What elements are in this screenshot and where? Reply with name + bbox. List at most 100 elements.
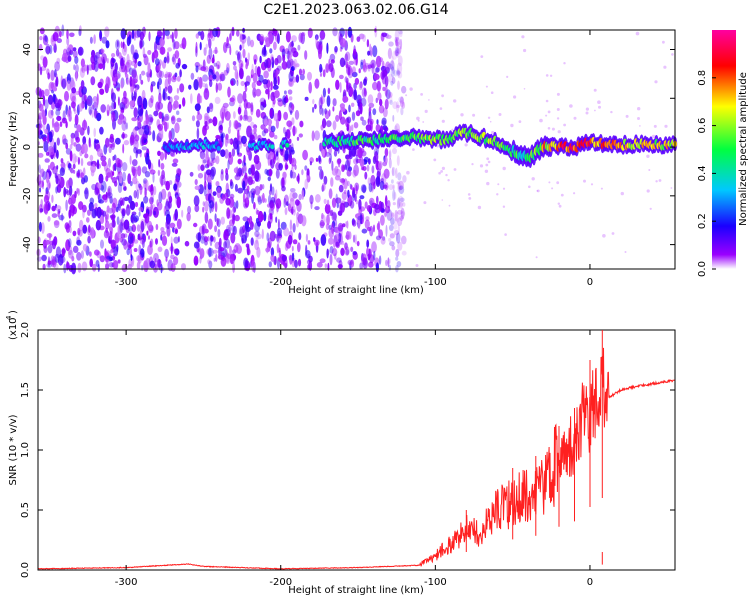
spectrogram-cell bbox=[346, 220, 349, 229]
spectrogram-cell bbox=[136, 261, 141, 270]
spectrogram-cell bbox=[321, 148, 325, 157]
spectrogram-cell bbox=[277, 257, 283, 262]
spectrogram-cell bbox=[226, 252, 230, 263]
spectrogram-cell bbox=[55, 109, 61, 116]
spectrogram-cell bbox=[42, 136, 47, 142]
spectrogram-cell bbox=[91, 104, 95, 110]
spectrogram-cell bbox=[291, 47, 297, 54]
spectrogram-cell bbox=[81, 177, 86, 185]
spectrogram-cell bbox=[275, 168, 280, 179]
spectrogram-cell bbox=[271, 56, 275, 69]
spectrogram-cell bbox=[314, 103, 317, 110]
spectrogram-cell bbox=[48, 232, 52, 242]
spectrogram-cell bbox=[397, 70, 400, 78]
spectrogram-cell bbox=[375, 235, 382, 241]
spectrogram-cell bbox=[311, 130, 315, 142]
spectrogram-cell bbox=[244, 229, 248, 242]
spectrogram-cell bbox=[190, 72, 195, 80]
spectrogram-cell bbox=[340, 38, 347, 48]
spectrogram-cell bbox=[111, 212, 116, 223]
spectrogram-cell bbox=[380, 214, 385, 226]
spectrogram-cell bbox=[451, 128, 454, 131]
spectrogram-cell bbox=[84, 187, 89, 200]
spectrogram-cell bbox=[164, 180, 168, 186]
spectrogram-cell bbox=[223, 241, 227, 249]
spectrogram-cell bbox=[274, 30, 280, 42]
spectrogram-cell bbox=[484, 169, 489, 173]
spectrogram-cell bbox=[319, 30, 326, 40]
spectrogram-cell bbox=[285, 31, 291, 43]
spectrogram-cell bbox=[107, 157, 112, 168]
spectrogram-cell bbox=[137, 117, 142, 128]
spectrogram-cell bbox=[502, 187, 506, 190]
spectrogram-cell bbox=[158, 258, 161, 271]
spectrogram-cell bbox=[335, 114, 340, 122]
spectrogram-cell bbox=[391, 166, 396, 177]
spectrogram-cell bbox=[602, 234, 606, 238]
spectrogram-cell bbox=[299, 73, 305, 81]
spectrogram-cell bbox=[376, 119, 379, 125]
spectrogram-cell bbox=[123, 140, 130, 146]
spectrogram-cell bbox=[378, 160, 383, 170]
spectrogram-cell bbox=[276, 243, 280, 254]
spectrogram-cell bbox=[141, 146, 148, 151]
spectrogram-cell bbox=[149, 169, 156, 175]
spectrogram-cell bbox=[321, 182, 326, 192]
spectrogram-cell bbox=[236, 143, 240, 156]
spectrogram-cell bbox=[155, 223, 159, 231]
spectrogram-cell bbox=[47, 260, 52, 265]
spectrogram-cell bbox=[212, 116, 218, 127]
spectrogram-cell bbox=[226, 62, 230, 74]
spectrogram-cell bbox=[144, 212, 150, 224]
spectrogram-cell bbox=[174, 192, 181, 197]
spectrogram-cell bbox=[221, 111, 224, 124]
spectrogram-cell bbox=[157, 102, 164, 110]
spectrogram-cell bbox=[214, 201, 218, 213]
spectrogram-cell bbox=[74, 190, 77, 199]
spectrogram-cell bbox=[361, 228, 368, 234]
spectrogram-cell bbox=[51, 117, 55, 128]
spectrogram-cell bbox=[204, 228, 209, 234]
spectrogram-cell bbox=[218, 120, 223, 129]
spectrogram-cell bbox=[143, 53, 147, 58]
spectrogram-cell bbox=[94, 187, 99, 196]
spectrogram-cell bbox=[214, 46, 218, 55]
spectrogram-cell bbox=[74, 155, 79, 162]
spectrogram-cell bbox=[351, 219, 357, 227]
spectrogram-cell bbox=[290, 146, 294, 153]
spectrogram-cell bbox=[39, 27, 45, 35]
spectrogram-cell bbox=[625, 114, 629, 118]
spectrogram-cell bbox=[372, 81, 378, 91]
spectrogram-cell bbox=[472, 113, 476, 117]
spectrogram-cell bbox=[396, 70, 401, 76]
spectrogram-cell bbox=[253, 202, 256, 210]
spectrogram-cell bbox=[243, 257, 249, 268]
spectrogram-cell bbox=[72, 50, 78, 58]
spectrogram-cell bbox=[66, 80, 71, 91]
spectrogram-cell bbox=[38, 221, 42, 232]
spectrogram-cell bbox=[506, 75, 509, 78]
spectrogram-cell bbox=[326, 248, 329, 259]
spectrogram-cell bbox=[58, 214, 65, 221]
spectrogram-cell bbox=[139, 184, 143, 196]
spectrogram-cell bbox=[207, 235, 210, 242]
spectrogram-cell bbox=[237, 187, 244, 194]
spectrogram-cell bbox=[44, 190, 51, 201]
spectrogram-cell bbox=[289, 254, 293, 265]
spectrogram-cell bbox=[112, 171, 115, 176]
spectrogram-cell bbox=[121, 263, 128, 273]
spectrogram-cell bbox=[486, 181, 490, 186]
spectrogram-cell bbox=[111, 92, 116, 102]
spectrogram-cell bbox=[107, 187, 111, 200]
spectrogram-cell bbox=[385, 224, 388, 237]
spectrogram-cell bbox=[486, 157, 490, 161]
spectrogram-cell bbox=[145, 113, 149, 126]
spectrogram-cell bbox=[82, 143, 88, 154]
spectrogram-cell bbox=[269, 131, 275, 138]
spectrogram-cell bbox=[361, 253, 367, 265]
spectrogram-cell bbox=[227, 86, 231, 98]
spectrogram-cell bbox=[160, 230, 166, 236]
spectrogram-cell bbox=[342, 223, 346, 228]
spectrogram-cell bbox=[77, 188, 80, 196]
spectrogram-cell bbox=[64, 90, 69, 102]
